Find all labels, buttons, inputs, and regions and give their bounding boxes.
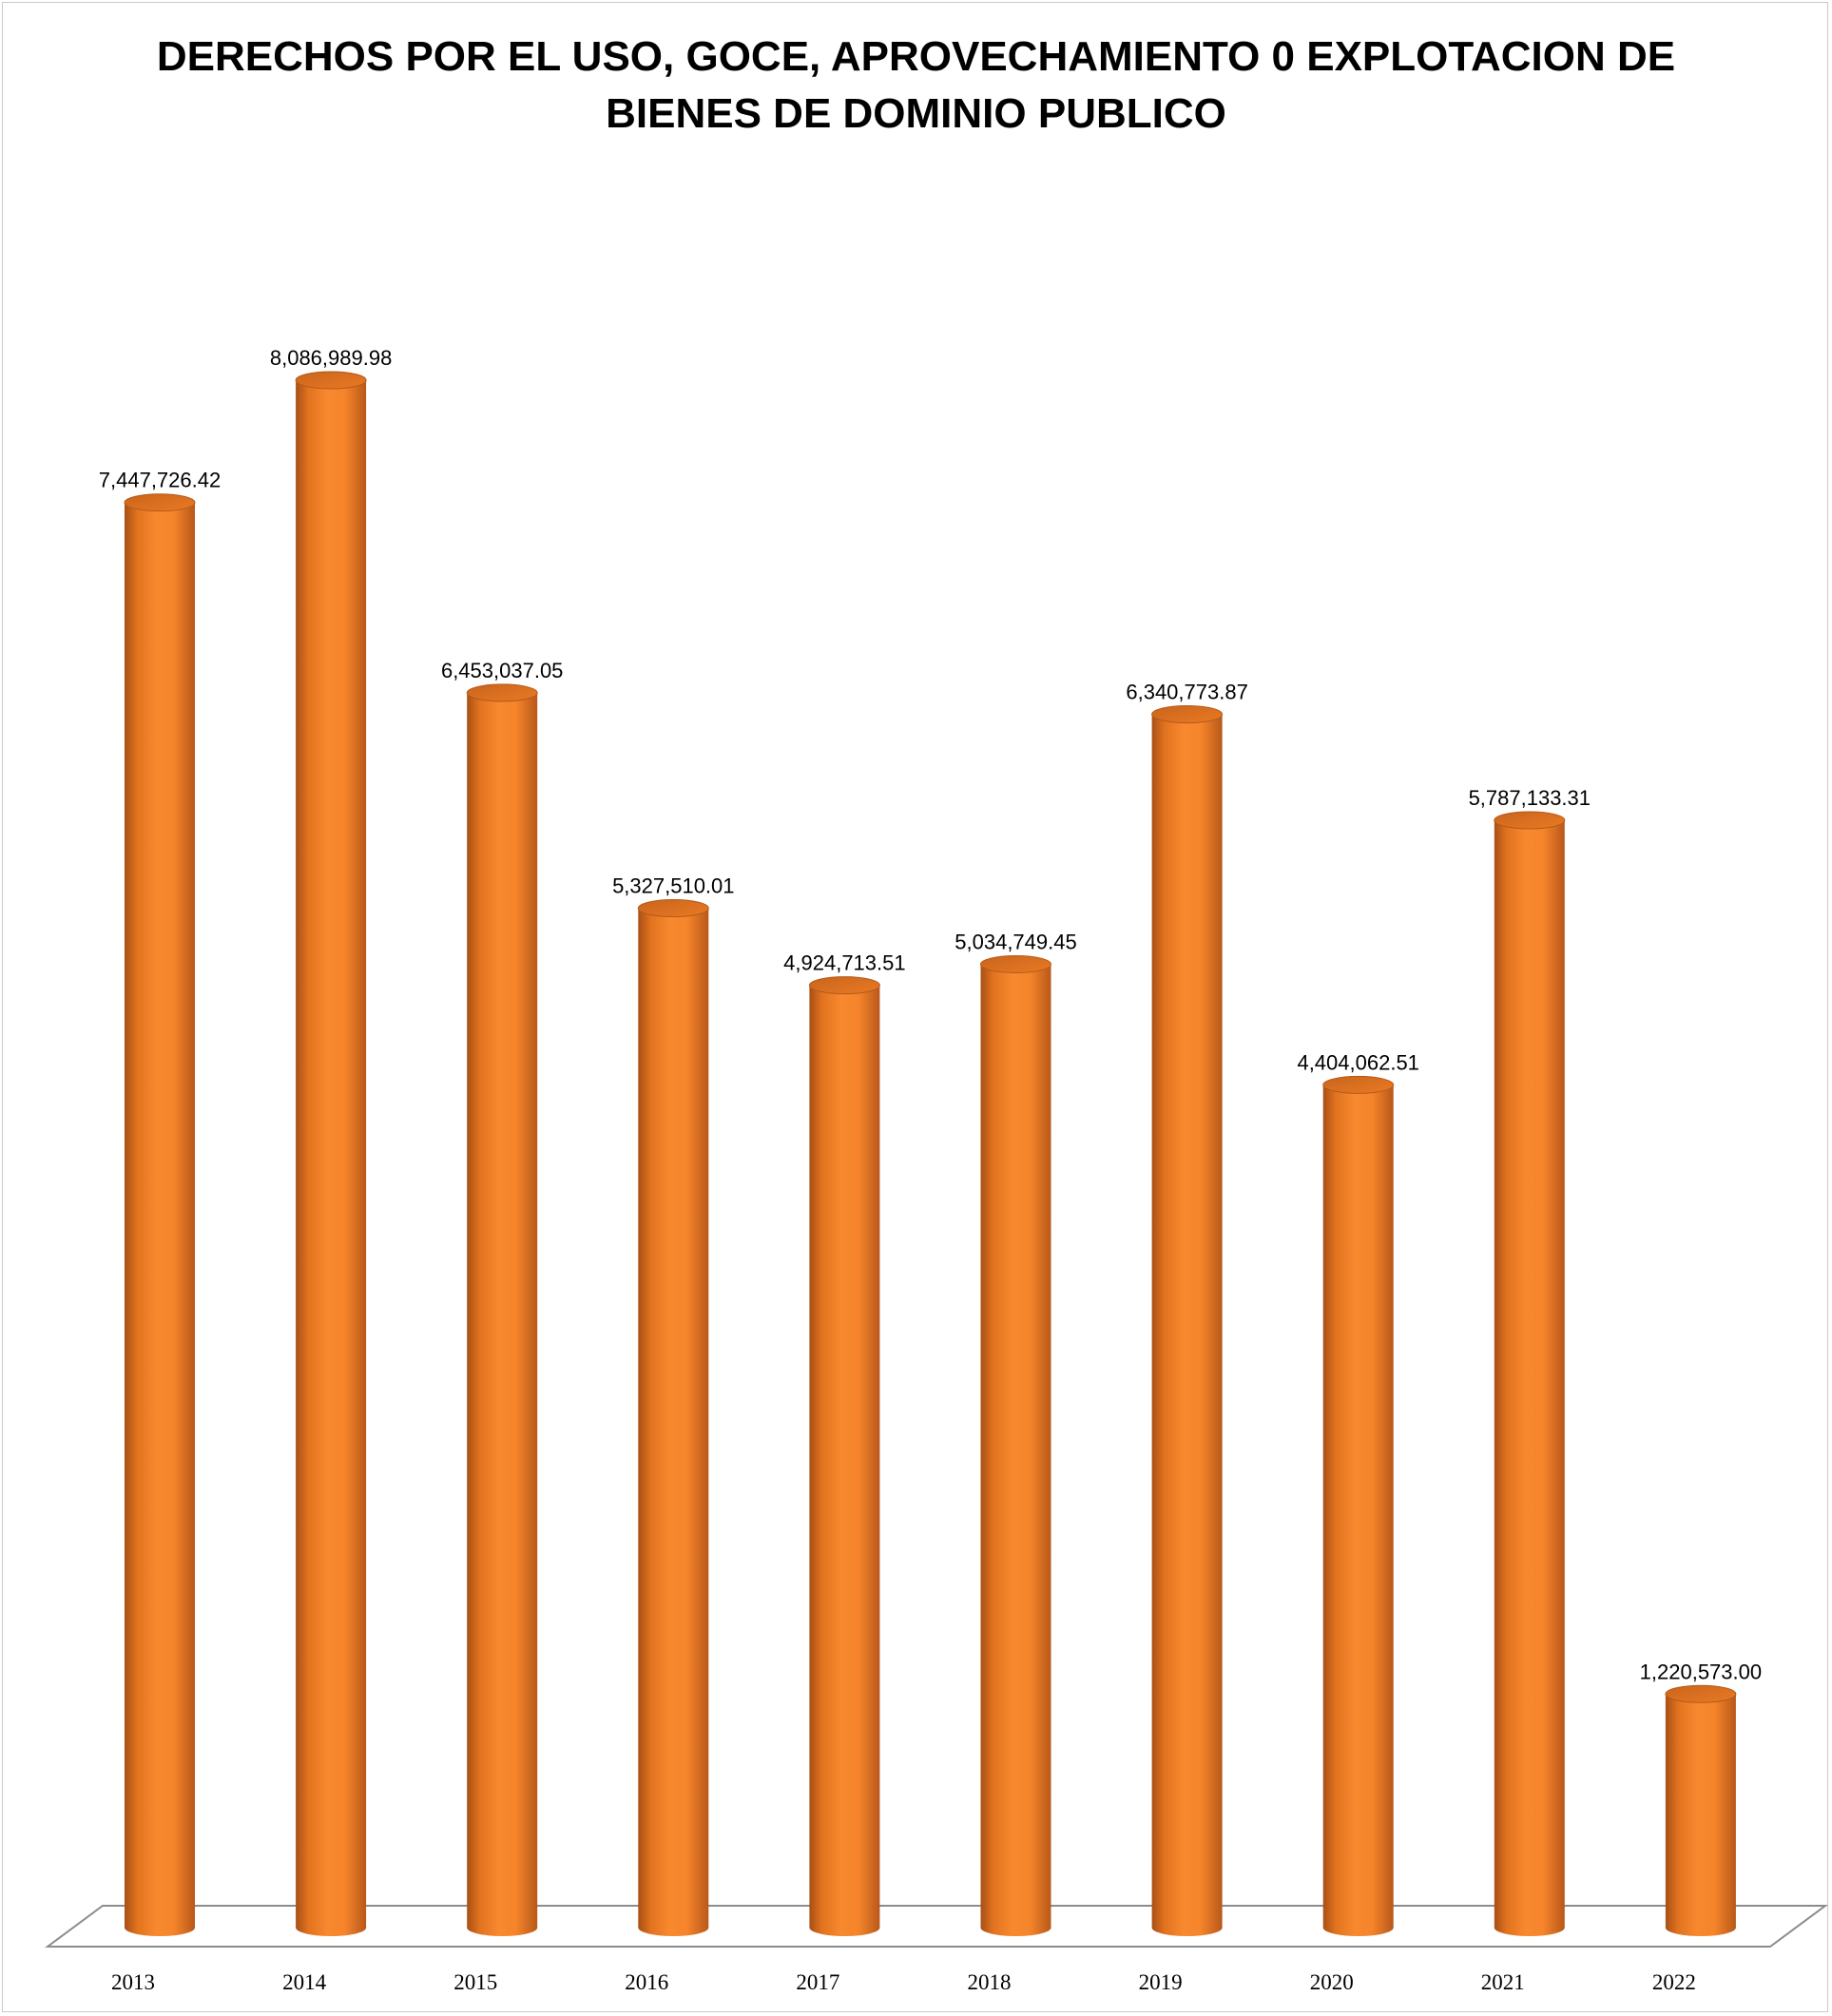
bar-2013 <box>124 493 196 1936</box>
chart-title-line-1: DERECHOS POR EL USO, GOCE, APROVECHAMIEN… <box>156 33 1676 80</box>
x-tick-2017: 2017 <box>796 1970 839 1994</box>
bar-body <box>125 502 195 1936</box>
bar-body <box>809 985 880 1936</box>
bar-top-cap <box>295 371 367 390</box>
bar-body <box>1665 1694 1736 1936</box>
bar-top-cap <box>980 954 1051 973</box>
bar-body <box>1151 714 1223 1937</box>
bar-top-cap <box>808 976 880 995</box>
bar-2014 <box>295 371 367 1936</box>
bar-2018 <box>980 954 1051 1936</box>
x-tick-2014: 2014 <box>282 1970 327 1994</box>
x-tick-2021: 2021 <box>1481 1970 1525 1994</box>
x-tick-2013: 2013 <box>111 1970 155 1994</box>
x-tick-2022: 2022 <box>1652 1970 1696 1994</box>
x-tick-labels-group: 2013 2014 2015 2016 2017 2018 2019 2020 2021 2022 <box>111 1970 1696 1994</box>
x-tick-2019: 2019 <box>1139 1970 1183 1994</box>
bar-top-cap <box>1494 811 1566 830</box>
bar-2022 <box>1665 1684 1737 1936</box>
bar-2016 <box>637 899 709 1936</box>
x-tick-2015: 2015 <box>453 1970 497 1994</box>
bar-body <box>296 380 367 1936</box>
data-label-2014: 8,086,989.98 <box>270 346 392 370</box>
bar-top-cap <box>1322 1075 1395 1094</box>
chart-title-line-2: BIENES DE DOMINIO PUBLICO <box>606 90 1226 137</box>
bar-2015 <box>466 683 538 1937</box>
bar-2019 <box>1151 705 1224 1937</box>
bar-top-cap <box>124 493 196 512</box>
x-tick-2020: 2020 <box>1310 1970 1354 1994</box>
data-label-2016: 5,327,510.01 <box>612 874 734 898</box>
bar-2017 <box>808 976 880 1936</box>
bar-top-cap <box>466 683 538 702</box>
chart-title: DERECHOS POR EL USO, GOCE, APROVECHAMIEN… <box>0 29 1832 143</box>
bars-group <box>124 371 1737 1937</box>
bar-body <box>1322 1085 1394 1936</box>
bar-top-cap <box>1151 705 1224 724</box>
data-label-2020: 4,404,062.51 <box>1297 1050 1418 1074</box>
data-label-2013: 7,447,726.42 <box>99 469 221 492</box>
bar-2020 <box>1322 1075 1395 1936</box>
x-tick-2016: 2016 <box>625 1970 668 1994</box>
data-label-2021: 5,787,133.31 <box>1469 786 1591 810</box>
data-label-2018: 5,034,749.45 <box>955 930 1076 953</box>
data-labels-group: 7,447,726.42 8,086,989.98 6,453,037.05 5,32… <box>99 346 1762 1683</box>
bar-top-cap <box>637 899 709 918</box>
data-label-2022: 1,220,573.00 <box>1640 1660 1762 1683</box>
x-tick-2018: 2018 <box>968 1970 1012 1994</box>
bar-body <box>638 908 709 1936</box>
bar-2021 <box>1494 811 1566 1936</box>
data-label-2019: 6,340,773.87 <box>1126 681 1247 704</box>
data-label-2015: 6,453,037.05 <box>441 659 563 682</box>
bar-body <box>467 692 538 1937</box>
bar-body <box>980 964 1051 1936</box>
bar-body <box>1494 819 1565 1936</box>
bar-top-cap <box>1665 1684 1737 1703</box>
data-label-2017: 4,924,713.51 <box>783 951 905 975</box>
